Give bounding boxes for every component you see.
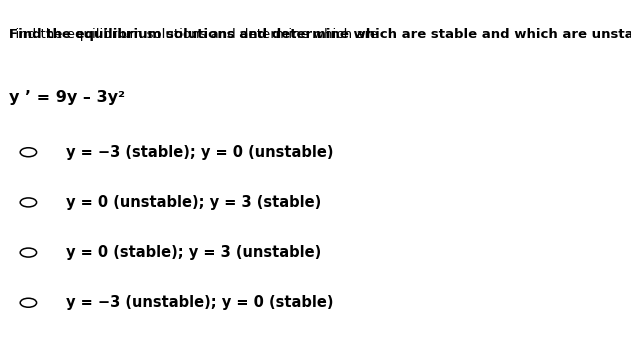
Text: y = 0 (stable); y = 3 (unstable): y = 0 (stable); y = 3 (unstable) xyxy=(66,245,322,260)
Text: y ’ = 9y – 3y²: y ’ = 9y – 3y² xyxy=(9,90,126,105)
Text: Find the equilibrium solutions and determine which are: Find the equilibrium solutions and deter… xyxy=(9,28,383,41)
Text: y = −3 (unstable); y = 0 (stable): y = −3 (unstable); y = 0 (stable) xyxy=(66,295,334,310)
Text: Find the equilibrium solutions and determine which are stable and which are unst: Find the equilibrium solutions and deter… xyxy=(9,28,631,41)
Text: y = 0 (unstable); y = 3 (stable): y = 0 (unstable); y = 3 (stable) xyxy=(66,195,322,210)
Text: y = −3 (stable); y = 0 (unstable): y = −3 (stable); y = 0 (unstable) xyxy=(66,145,334,160)
